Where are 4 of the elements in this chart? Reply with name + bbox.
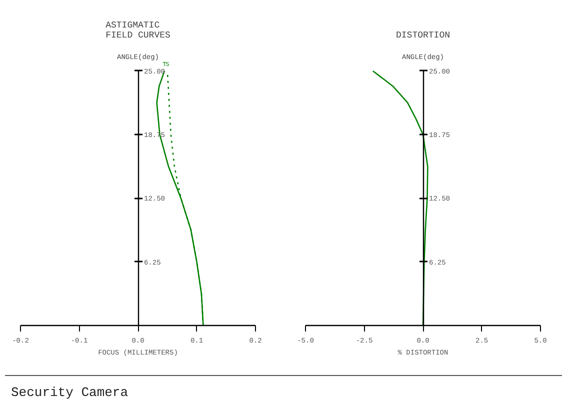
chart-title: DISTORTION: [396, 30, 450, 40]
text: Security Camera: [11, 384, 128, 402]
chart-title: ASTIGMATIC FIELD CURVES: [106, 20, 170, 40]
line-series: [372, 70, 428, 326]
